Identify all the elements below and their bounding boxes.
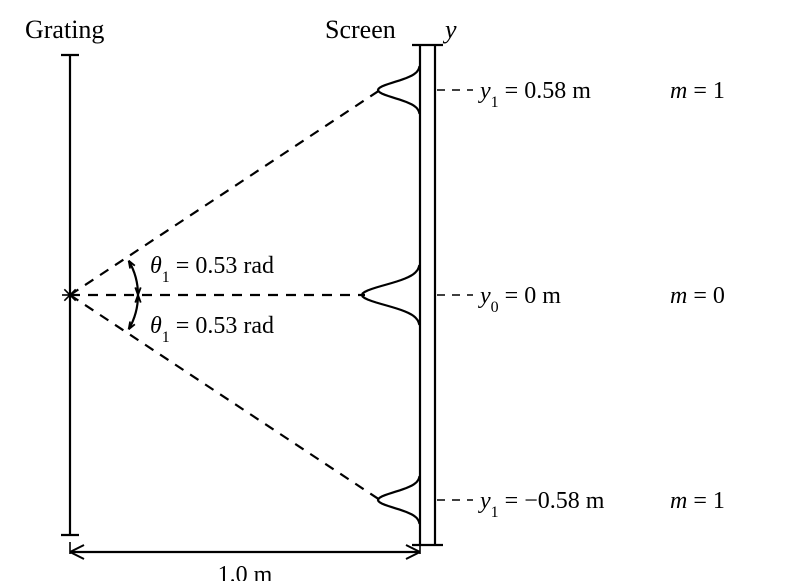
label-order-top-y: y1 = 0.58 m xyxy=(478,78,591,111)
peak-top xyxy=(378,66,420,114)
label-grating: Grating xyxy=(25,15,104,44)
label-order-bot-y: y1 = −0.58 m xyxy=(478,488,605,521)
label-order-bot-m: m = 1 xyxy=(670,488,725,514)
label-order-top-m: m = 1 xyxy=(670,78,725,104)
label-axis-y: y xyxy=(442,15,457,44)
label-order-mid-y: y0 = 0 m xyxy=(478,283,561,316)
label-theta-lower: θ1 = 0.53 rad xyxy=(150,313,274,346)
label-screen: Screen xyxy=(325,15,396,44)
label-theta-upper: θ1 = 0.53 rad xyxy=(150,253,274,286)
peak-bottom xyxy=(378,476,420,524)
label-order-mid-m: m = 0 xyxy=(670,283,725,309)
peak-center xyxy=(362,265,419,325)
label-distance: 1.0 m xyxy=(218,562,273,581)
